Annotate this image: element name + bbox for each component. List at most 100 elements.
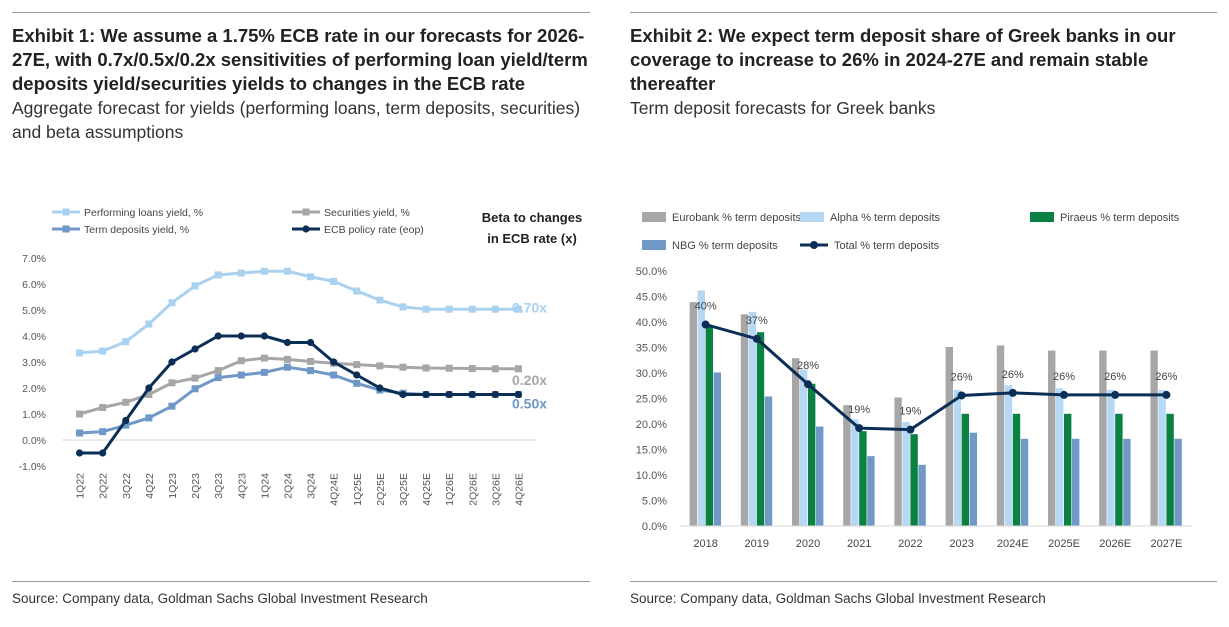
data-point (306, 338, 315, 347)
bar (1099, 350, 1107, 526)
legend-swatch (642, 240, 666, 250)
legend-label: Securities yield, % (324, 207, 410, 219)
data-point (701, 320, 710, 329)
bar (859, 431, 867, 526)
x-tick-label: 2018 (693, 538, 717, 550)
x-tick-label: 3Q26E (490, 473, 502, 506)
y-tick-label: 4.0% (22, 331, 46, 343)
legend-label: Term deposits yield, % (84, 224, 189, 236)
data-point (353, 379, 361, 387)
data-point (260, 354, 268, 362)
title-text: Exhibit 1: We assume a 1.75% ECB rate in… (12, 25, 588, 94)
exhibit-1-source: Source: Company data, Goldman Sachs Glob… (12, 591, 428, 606)
data-point (99, 347, 107, 355)
bar (740, 314, 749, 526)
x-tick-label: 2025E (1048, 538, 1080, 550)
top-divider (630, 12, 1217, 13)
total-line (705, 323, 1167, 432)
y-tick-label: 35.0% (636, 343, 667, 355)
legend-marker (62, 208, 70, 216)
data-point (1162, 390, 1171, 399)
data-point (168, 402, 176, 410)
y-tick-label: 0.0% (642, 521, 667, 533)
bottom-divider (12, 581, 590, 582)
x-tick-label: 2Q22 (98, 473, 110, 499)
y-tick-label: 6.0% (22, 279, 46, 291)
bar (748, 311, 757, 526)
data-point (1111, 390, 1120, 399)
title-text: Exhibit 2: We expect term deposit share … (630, 25, 1176, 94)
data-point (399, 303, 407, 311)
exhibit-2-subtitle: Term deposit forecasts for Greek banks (630, 98, 936, 118)
data-point (237, 357, 245, 365)
x-tick-label: 2024E (997, 538, 1029, 550)
data-point (307, 273, 315, 281)
x-tick-label: 1Q25E (352, 473, 364, 506)
data-point (283, 355, 291, 363)
y-tick-label: 25.0% (636, 394, 667, 406)
bar (1072, 438, 1080, 526)
y-tick-label: 1.0% (22, 409, 46, 421)
data-point (468, 365, 476, 372)
y-tick-label: 5.0% (642, 496, 667, 508)
data-point (283, 363, 291, 371)
x-tick-label: 2019 (745, 538, 769, 550)
data-label: 37% (746, 315, 768, 327)
data-point (422, 364, 430, 372)
x-tick-label: 2027E (1150, 538, 1182, 550)
x-tick-label: 3Q23 (213, 473, 225, 499)
data-point (468, 305, 476, 313)
data-point (422, 390, 430, 399)
x-tick-label: 3Q22 (121, 473, 133, 499)
data-point (752, 334, 761, 343)
legend-marker (302, 225, 310, 233)
data-point (422, 305, 430, 313)
legend-label: Total % term deposits (834, 240, 940, 252)
bar (918, 464, 926, 526)
legend-swatch (1030, 212, 1054, 222)
data-point (168, 299, 176, 307)
data-point (906, 425, 915, 434)
bar (1012, 413, 1021, 526)
x-tick-label: 2Q23 (190, 473, 202, 499)
legend-marker (810, 241, 818, 249)
series-line (79, 269, 519, 355)
data-point (99, 428, 107, 436)
bar (1115, 413, 1123, 526)
y-tick-label: 20.0% (636, 419, 667, 431)
x-tick-label: 1Q24 (259, 473, 271, 499)
data-point (214, 271, 222, 279)
data-point (399, 363, 407, 371)
bar (756, 332, 765, 526)
bar (996, 345, 1005, 526)
data-label: 26% (1002, 369, 1024, 381)
legend-label: ECB policy rate (eop) (324, 224, 424, 236)
data-label: 26% (1104, 371, 1126, 383)
legend-label: Piraeus % term deposits (1060, 212, 1180, 224)
data-point (330, 371, 338, 379)
yields-line-chart: -1.0% 0.0% 1.0% 2.0% 3.0% 4.0% 5.0% 6.0% 7.0% 1Q2… (19, 207, 583, 506)
data-point (168, 379, 176, 387)
exhibit-1-subtitle: Aggregate forecast for yields (performin… (12, 98, 581, 142)
bar (1020, 438, 1029, 526)
legend-label: Eurobank % term deposits (672, 212, 802, 224)
legend-label: Alpha % term deposits (830, 212, 941, 224)
data-point (191, 282, 199, 290)
data-point (376, 296, 384, 304)
data-point (237, 371, 245, 379)
data-point (330, 277, 338, 285)
x-tick-label: 2021 (847, 538, 871, 550)
data-point (491, 305, 499, 313)
bar (808, 383, 816, 526)
data-point (491, 390, 499, 399)
series-line (79, 334, 519, 455)
bar (867, 456, 875, 526)
data-point (122, 398, 130, 406)
data-point (214, 332, 222, 340)
data-point (122, 421, 130, 429)
data-point (353, 371, 361, 379)
data-point (191, 385, 199, 393)
data-point (855, 424, 864, 433)
data-point (260, 368, 268, 376)
data-point (445, 305, 453, 313)
